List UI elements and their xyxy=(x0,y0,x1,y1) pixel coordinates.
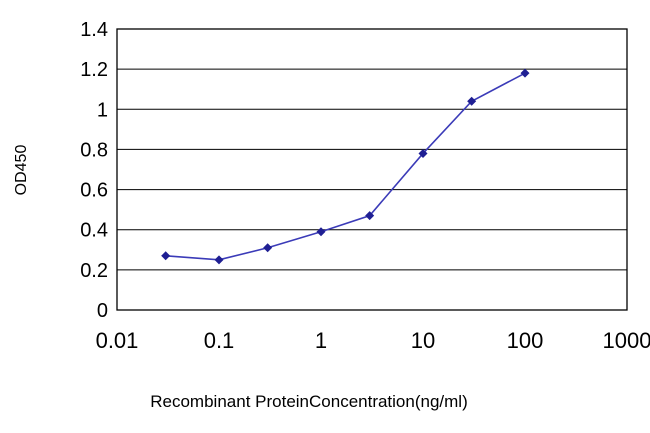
marker-diamond xyxy=(214,255,224,265)
marker-diamond xyxy=(520,68,530,78)
marker-diamond xyxy=(316,227,326,237)
y-tick-label: 1.4 xyxy=(80,19,108,41)
x-tick-label: 0.01 xyxy=(96,328,139,353)
marker-diamond xyxy=(467,96,477,106)
x-tick-label: 1 xyxy=(315,328,327,353)
y-tick-label: 0.2 xyxy=(80,260,108,282)
y-tick-label: 0.6 xyxy=(80,180,108,202)
y-tick-label: 0.4 xyxy=(80,220,108,242)
y-tick-label: 0 xyxy=(97,300,108,322)
x-tick-label: 1000 xyxy=(603,328,650,353)
marker-diamond xyxy=(418,148,428,158)
x-axis-label: Recombinant ProteinConcentration(ng/ml) xyxy=(150,392,468,411)
y-tick-label: 1 xyxy=(97,99,108,121)
series-line xyxy=(165,72,526,261)
y-tick-label: 1.2 xyxy=(80,59,108,81)
x-tick-label: 0.1 xyxy=(204,328,235,353)
marker-diamond xyxy=(365,211,375,221)
plot-border xyxy=(116,28,628,311)
marker-diamond xyxy=(263,243,273,253)
marker-diamond xyxy=(161,251,171,261)
x-tick-label: 100 xyxy=(507,328,544,353)
x-tick-label: 10 xyxy=(411,328,435,353)
y-tick-label: 0.8 xyxy=(80,139,108,161)
